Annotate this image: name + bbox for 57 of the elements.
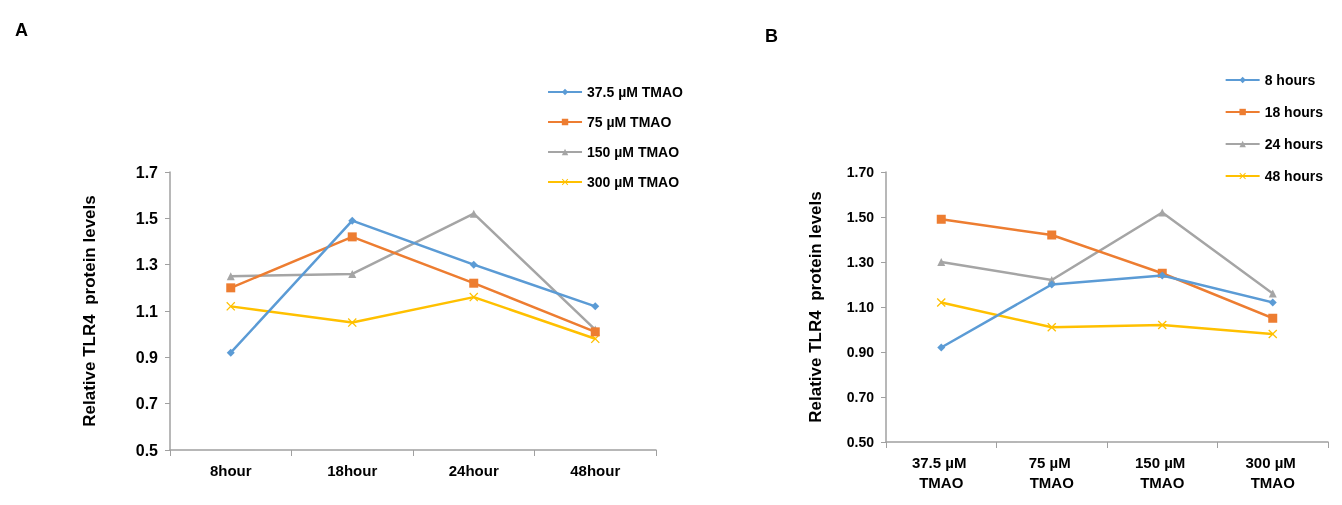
legend-label: 24 hours bbox=[1264, 136, 1324, 152]
chart-title: B bbox=[765, 26, 778, 46]
text: A bbox=[15, 20, 28, 40]
y-tick-label: 1.3 bbox=[135, 256, 159, 274]
x-tick-label: 150 µM TMAO bbox=[1135, 453, 1190, 491]
point bbox=[1268, 289, 1277, 298]
y-tick-label: 1.70 bbox=[846, 164, 875, 180]
point bbox=[1157, 320, 1167, 330]
point bbox=[937, 343, 946, 352]
point bbox=[1268, 329, 1278, 339]
point bbox=[469, 209, 478, 218]
point bbox=[937, 258, 946, 266]
legend-label: 18 hours bbox=[1264, 104, 1324, 120]
y-tick-label: 0.7 bbox=[135, 395, 159, 413]
y-tick-label: 1.7 bbox=[135, 163, 159, 181]
x-tick-label: 37.5 µM TMAO bbox=[911, 453, 971, 491]
y-tick-label: 1.10 bbox=[846, 299, 875, 315]
point bbox=[1268, 298, 1277, 307]
point bbox=[469, 278, 479, 288]
point bbox=[469, 260, 478, 269]
point bbox=[591, 302, 600, 311]
y-tick-label: 1.30 bbox=[846, 254, 875, 270]
point bbox=[226, 283, 236, 293]
legend-label: 75 µM TMAO bbox=[587, 114, 672, 130]
point bbox=[1158, 208, 1167, 217]
legend-label: 300 µM TMAO bbox=[587, 174, 680, 190]
x-tick-label: 24hour bbox=[448, 461, 499, 479]
point bbox=[1047, 230, 1057, 240]
y-tick-label: 1.5 bbox=[135, 209, 159, 227]
point bbox=[936, 214, 946, 224]
y-tick-label: 0.70 bbox=[846, 389, 875, 405]
legend-label: 37.5 µM TMAO bbox=[587, 84, 684, 100]
x-tick-label: 8hour bbox=[209, 461, 252, 479]
x-tick-label: 75 µM TMAO bbox=[1028, 453, 1075, 491]
y-tick-label: 0.90 bbox=[846, 344, 875, 360]
y-axis-title: Relative TLR4 protein levels bbox=[80, 195, 99, 427]
legend-label: 48 hours bbox=[1264, 168, 1324, 184]
point bbox=[469, 292, 479, 302]
point bbox=[1047, 280, 1056, 289]
point bbox=[347, 232, 357, 242]
y-tick-label: 0.9 bbox=[135, 348, 159, 366]
y-tick-label: 1.1 bbox=[135, 302, 159, 320]
x-tick-label: 48hour bbox=[570, 461, 621, 479]
y-tick-label: 0.5 bbox=[135, 441, 159, 459]
x-tick-label: 18hour bbox=[327, 461, 378, 479]
x-tick-label: 300 µM TMAO bbox=[1245, 453, 1300, 491]
point bbox=[1268, 313, 1278, 323]
point bbox=[348, 216, 357, 225]
point bbox=[348, 269, 357, 278]
point bbox=[936, 298, 946, 307]
point bbox=[226, 348, 235, 357]
y-tick-label: 0.50 bbox=[846, 434, 875, 450]
y-axis-title: Relative TLR4 protein levels bbox=[806, 191, 825, 423]
y-tick-label: 1.50 bbox=[846, 209, 875, 225]
point bbox=[347, 318, 357, 328]
legend-label: 150 µM TMAO bbox=[587, 144, 680, 160]
legend-label: 8 hours bbox=[1264, 72, 1316, 88]
